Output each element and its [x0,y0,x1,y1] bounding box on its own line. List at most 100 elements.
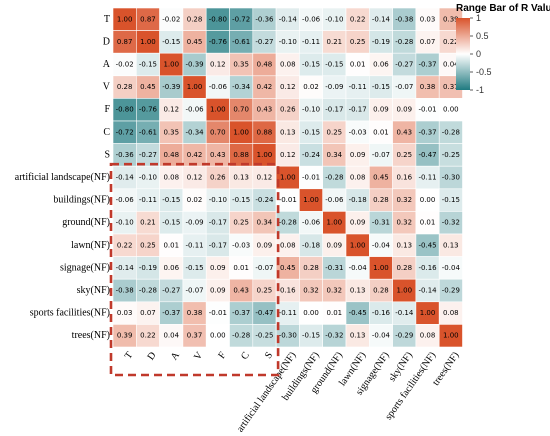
row-label: ground(NF) [62,217,110,228]
colorbar-tick-label: -1 [476,85,484,95]
cell-value-label: 1.00 [140,38,156,46]
cell-value-label: 0.43 [257,106,273,114]
cell-value-label: -0.16 [418,264,437,272]
cell-value-label: -0.14 [372,15,391,23]
cell-value-label: 0.22 [350,15,366,23]
cell-value-label: 1.00 [350,241,366,249]
cell-value-label: 0.37 [443,83,459,91]
cell-value-label: 0.28 [303,264,319,272]
cell-value-label: -0.15 [325,61,343,69]
cell-value-label: -0.19 [372,38,390,46]
cell-value-label: -0.37 [162,309,180,317]
cell-value-label: 0.12 [257,174,273,182]
cell-value-label: -0.31 [325,264,343,272]
cell-value-label: -0.15 [442,196,460,204]
cell-value-label: 0.32 [396,219,412,227]
cell-value-label: -0.11 [418,174,436,182]
cell-value-label: -0.34 [232,83,251,91]
cell-value-label: 0.48 [257,61,273,69]
heatmap-cells: 1.00 0.87 -0.02 0.28 -0.80 -0.72 -0.36 -0.14 -0.… [112,7,463,348]
cell-value-label: -0.14 [418,287,437,295]
row-label: S [104,149,110,160]
cell-value-label: -0.09 [325,83,343,91]
cell-value-label: 0.25 [327,128,343,136]
cell-value-label: -0.80 [209,15,227,23]
cell-value-label: -0.07 [185,287,203,295]
cell-value-label: -0.11 [279,309,297,317]
cell-value-label: 0.25 [257,287,273,295]
cell-value-label: -0.14 [279,15,298,23]
cell-value-label: -0.03 [349,128,367,136]
cell-value-label: 0.01 [420,219,436,227]
cell-value-label: 0.34 [257,219,273,227]
cell-value-label: 0.13 [443,241,459,249]
cell-value-label: 1.00 [163,61,179,69]
cell-value-label: -0.02 [116,61,134,69]
cell-value-label: 0.03 [420,15,436,23]
cell-value-label: 0.07 [420,38,436,46]
cell-value-label: -0.06 [185,106,204,114]
cell-value-label: 1.00 [210,106,226,114]
cell-value-label: -0.45 [418,241,436,249]
heatmap-cell [438,324,463,348]
row-label: buildings(NF) [53,195,110,206]
cell-value-label: -0.06 [209,83,228,91]
cell-value-label: 1.00 [117,15,133,23]
cell-value-label: 0.21 [327,38,343,46]
cell-value-label: -0.10 [279,38,297,46]
cell-value-label: -0.27 [139,151,157,159]
cell-value-label: 0.26 [280,106,296,114]
cell-value-label: -0.06 [116,196,135,204]
cell-value-label: 1.00 [187,83,203,91]
cell-value-label: 0.28 [396,264,412,272]
cell-value-label: 0.09 [210,264,226,272]
cell-value-label: 0.16 [280,287,296,295]
cell-value-label: 0.70 [210,128,226,136]
cell-value-label: -0.17 [325,106,343,114]
cell-value-label: -0.16 [372,309,391,317]
cell-value-label: 1.00 [443,332,459,340]
cell-value-label: -0.17 [349,106,367,114]
cell-value-label: -0.17 [209,219,227,227]
cell-value-label: -0.28 [442,128,460,136]
cell-value-label: 0.32 [327,287,343,295]
cell-value-label: -0.14 [395,309,414,317]
cell-value-label: -0.24 [255,196,274,204]
cell-value-label: 0.43 [396,128,412,136]
colorbar-title: Range Bar of R Value [456,3,550,14]
cell-value-label: -0.04 [372,241,391,249]
cell-value-label: 0.25 [140,241,156,249]
cell-value-label: -0.61 [232,38,250,46]
cell-value-label: 0.21 [140,219,156,227]
cell-value-label: -0.10 [325,15,343,23]
cell-value-label: 0.42 [187,151,203,159]
cell-value-label: -0.47 [255,309,273,317]
cell-value-label: 0.03 [117,309,133,317]
cell-value-label: -0.15 [232,196,250,204]
cell-value-label: 0.43 [210,151,226,159]
cell-value-label: -0.72 [116,128,134,136]
cell-value-label: 0.37 [187,332,203,340]
cell-value-label: -0.31 [372,219,390,227]
colorbar-tick-label: 0.5 [476,31,489,41]
cell-value-label: 0.08 [280,61,296,69]
cell-value-label: 0.87 [117,38,133,46]
cell-value-label: -0.76 [209,38,228,46]
cell-value-label: -0.11 [139,196,157,204]
cell-value-label: 1.00 [420,309,436,317]
cell-value-label: -0.11 [349,83,367,91]
cell-value-label: -0.37 [418,128,436,136]
cell-value-label: -0.38 [116,287,134,295]
cell-value-label: 0.08 [280,241,296,249]
cell-value-label: -0.06 [302,15,321,23]
cell-value-label: 0.25 [396,151,412,159]
cell-value-label: 0.87 [140,15,156,23]
row-label: sports facilities(NF) [30,308,110,319]
cell-value-label: -0.01 [279,196,297,204]
cell-value-label: 0.01 [327,309,343,317]
cell-value-label: 0.12 [210,61,226,69]
cell-value-label: 1.00 [233,128,249,136]
cell-value-label: -0.30 [279,332,297,340]
cell-value-label: -0.28 [139,287,157,295]
